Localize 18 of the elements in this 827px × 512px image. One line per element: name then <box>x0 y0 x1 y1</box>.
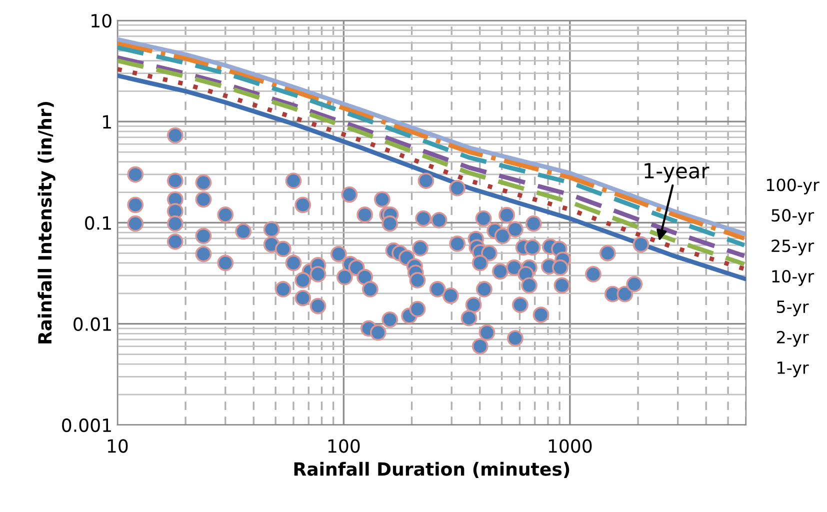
text: 100-yr <box>766 178 820 194</box>
text: 50-yr <box>772 209 814 225</box>
x-axis-title: Rainfall Duration (minutes) <box>294 462 570 478</box>
text: 2-yr <box>776 330 809 347</box>
y-tick-label: 0.1 <box>85 216 111 230</box>
x-tick-label: 10 <box>108 439 128 453</box>
text: 1-yr <box>778 362 809 378</box>
y-tick-label: 0.01 <box>74 317 111 331</box>
y-tick-label: 10 <box>92 14 112 28</box>
text: 25-yr <box>772 240 814 256</box>
text: 10-yr <box>772 270 814 286</box>
y-tick-label: 1 <box>103 115 111 128</box>
annotation: 1-year <box>644 163 710 183</box>
text: 5-yr <box>777 300 809 316</box>
y-axis-title: Rainfall Intensity (in/hr) <box>38 102 56 344</box>
x-tick-label: 1000 <box>548 439 592 453</box>
y-tick-label: 0.001 <box>62 418 111 432</box>
x-tick-label: 100 <box>328 439 360 453</box>
